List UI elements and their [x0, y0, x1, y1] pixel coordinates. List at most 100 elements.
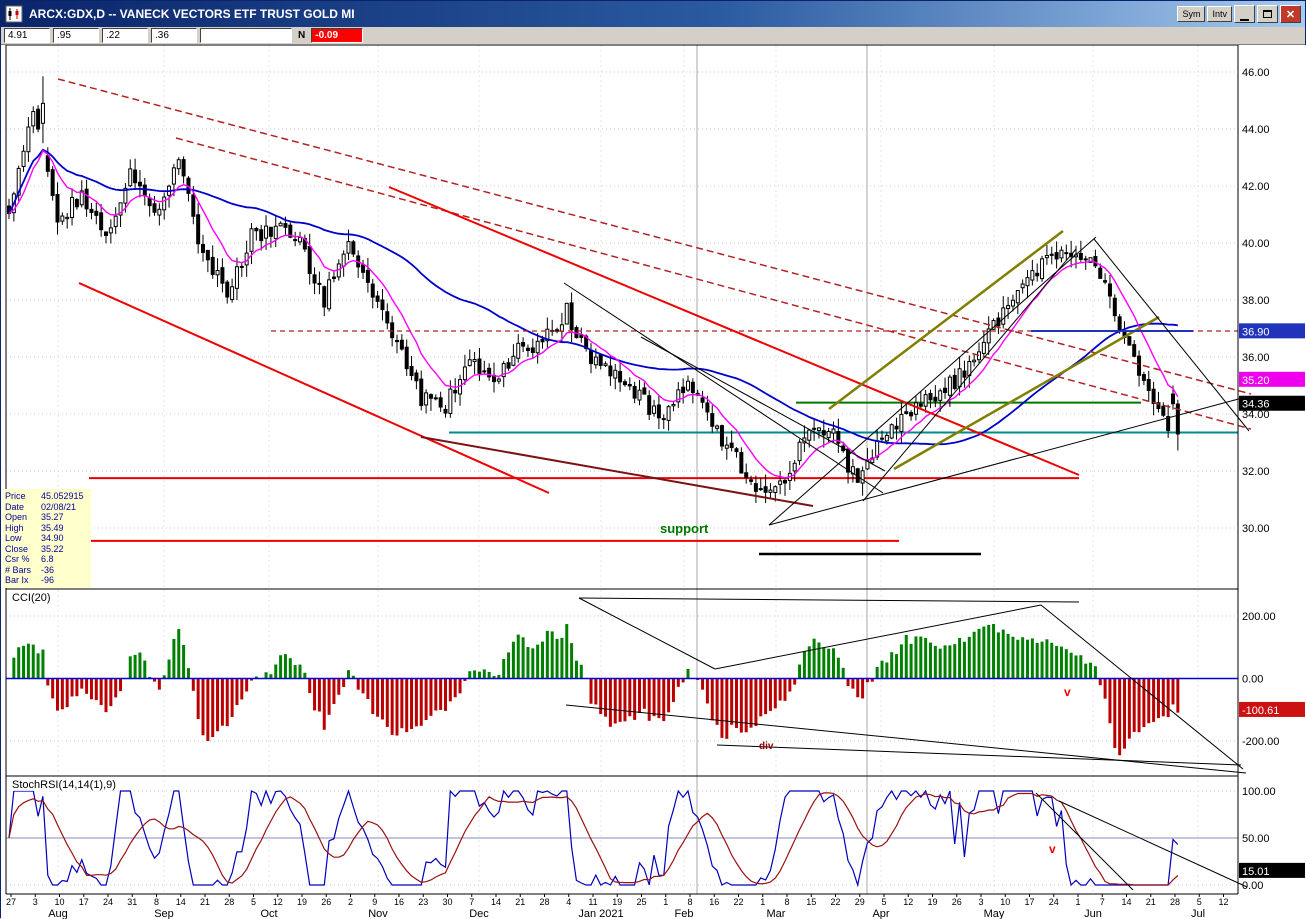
symbol-button[interactable]: Sym — [1177, 6, 1206, 22]
candle-body — [1088, 257, 1093, 263]
candle-body — [618, 371, 623, 383]
info-row: Csr % 6.8 — [5, 554, 89, 565]
candle-body — [70, 196, 75, 219]
quote-field-empty[interactable] — [200, 28, 292, 43]
stoch-layer — [8, 789, 1179, 888]
candle-body — [1040, 258, 1045, 280]
chart-canvas[interactable]: 46.0044.0042.0040.0038.0036.0034.0032.00… — [1, 45, 1306, 919]
candle-body — [938, 390, 943, 401]
day-tick-label: 11 — [588, 897, 597, 907]
day-tick-label: 19 — [612, 897, 622, 907]
quote-field-3[interactable]: .22 — [102, 28, 148, 43]
n-label: N — [298, 30, 306, 41]
candle-body — [589, 349, 593, 364]
candle-body — [603, 363, 608, 367]
interval-button[interactable]: Intv — [1207, 6, 1232, 22]
candle-body — [477, 358, 482, 374]
candle-body — [181, 159, 186, 177]
candle-body — [1127, 336, 1132, 346]
candle-body — [836, 430, 841, 444]
candle-body — [385, 311, 390, 324]
day-tick-label: 28 — [224, 897, 234, 907]
day-tick-label: 28 — [1170, 897, 1180, 907]
day-tick-label: 21 — [1146, 897, 1156, 907]
candle-body — [1015, 290, 1020, 304]
day-tick-label: 4 — [566, 897, 571, 907]
candle-body — [671, 403, 676, 407]
minimize-button[interactable] — [1234, 5, 1255, 23]
month-label: Dec — [469, 908, 489, 919]
trend-line — [175, 137, 1252, 430]
month-label: Apr — [872, 908, 889, 919]
info-row-value: 45.052915 — [41, 491, 84, 501]
candle-body — [123, 187, 128, 204]
candle-body — [957, 368, 962, 388]
change-field: -0.09 — [311, 28, 364, 43]
titlebar[interactable]: ARCX:GDX,D -- VANECK VECTORS ETF TRUST G… — [1, 1, 1305, 27]
candle-body — [496, 378, 501, 382]
candle-body — [753, 483, 758, 492]
candle-body — [894, 425, 899, 430]
candle-body — [647, 395, 652, 415]
candle-body — [1083, 258, 1088, 261]
candle-body — [880, 437, 884, 440]
candle-body — [467, 359, 472, 367]
quote-field-4[interactable]: .36 — [151, 28, 197, 43]
candle-body — [21, 150, 26, 168]
candle-body — [846, 448, 851, 473]
minimize-icon — [1240, 18, 1249, 21]
price-tag-label: 36.90 — [1242, 326, 1270, 338]
candle-body — [666, 406, 671, 421]
candle-body — [55, 193, 60, 223]
day-tick-label: 16 — [709, 897, 719, 907]
candle-body — [409, 366, 414, 376]
candle-body — [729, 442, 734, 449]
candle-body — [850, 466, 855, 475]
price-tag — [1239, 323, 1305, 339]
window-title: ARCX:GDX,D -- VANECK VECTORS ETF TRUST G… — [29, 7, 355, 21]
day-tick-label: 10 — [1000, 897, 1010, 907]
close-button[interactable]: ✕ — [1280, 5, 1301, 23]
pane-borders — [5, 45, 1239, 895]
annotations: support div v v — [660, 521, 1071, 856]
candle-body — [249, 228, 254, 252]
candle-body — [259, 229, 264, 242]
price-axis-label: 38.00 — [1242, 295, 1270, 307]
day-tick-label: 19 — [927, 897, 937, 907]
trend-line — [563, 282, 884, 494]
cci-layer — [6, 623, 1238, 756]
restore-button[interactable] — [1257, 5, 1278, 23]
price-tag-label: -100.61 — [1242, 705, 1279, 717]
candle-body — [16, 167, 21, 196]
info-row-label: # Bars — [5, 564, 32, 575]
candle-body — [215, 270, 220, 276]
candle-body — [598, 354, 603, 366]
trend-line — [388, 186, 1080, 476]
candle-body — [1059, 249, 1064, 259]
day-tick-label: 17 — [79, 897, 89, 907]
candle-body — [1001, 307, 1006, 325]
day-tick-label: 8 — [154, 897, 159, 907]
candle-body — [1175, 403, 1180, 435]
day-tick-label: 12 — [903, 897, 913, 907]
candle-body — [65, 216, 70, 220]
quote-field-2[interactable]: .95 — [53, 28, 99, 43]
month-label: Feb — [675, 908, 694, 919]
trend-line — [578, 597, 716, 670]
close-icon: ✕ — [1285, 9, 1296, 21]
day-tick-label: 30 — [442, 897, 452, 907]
quote-field-1[interactable]: 4.91 — [4, 28, 50, 43]
candle-body — [913, 402, 918, 415]
month-label: Oct — [260, 908, 277, 919]
info-row-label: Close — [5, 543, 29, 554]
candle-body — [904, 411, 909, 414]
price-tag — [1239, 701, 1305, 717]
titlebar-buttons: Sym Intv ✕ — [1177, 5, 1301, 23]
candle-body — [555, 329, 560, 332]
info-row-label: Price — [5, 491, 26, 501]
trend-line — [1035, 792, 1134, 891]
month-label: Sep — [154, 908, 174, 919]
candle-body — [1093, 256, 1098, 267]
price-axis-label: 32.00 — [1242, 466, 1270, 478]
candle-body — [482, 370, 487, 373]
